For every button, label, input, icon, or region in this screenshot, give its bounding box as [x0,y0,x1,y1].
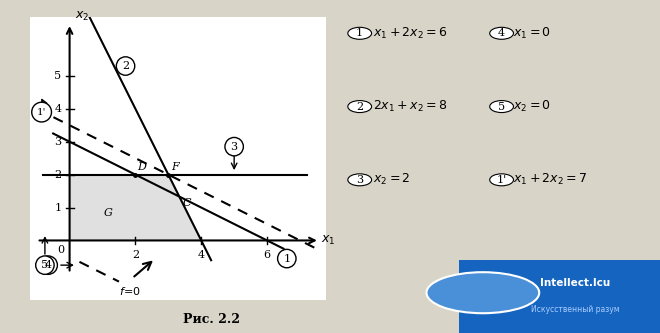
Circle shape [116,57,135,75]
Text: 2: 2 [356,102,363,112]
Text: 1: 1 [283,253,290,263]
Text: $x_2=2$: $x_2=2$ [373,172,411,187]
Text: 6: 6 [263,250,271,260]
Text: 4: 4 [54,104,61,114]
Circle shape [225,138,244,156]
Text: $x_1+2x_2=6$: $x_1+2x_2=6$ [373,26,447,41]
Text: Искусственный разум: Искусственный разум [531,305,620,314]
Text: Intellect.lcu: Intellect.lcu [541,278,610,288]
Text: $f\!=\!0$: $f\!=\!0$ [119,285,142,297]
Text: 3: 3 [54,137,61,147]
Circle shape [278,249,296,268]
Text: $x_1+2x_2=7$: $x_1+2x_2=7$ [513,172,588,187]
Text: 4: 4 [498,28,505,38]
Polygon shape [69,174,201,240]
Text: 5: 5 [498,102,505,112]
Text: 5: 5 [54,71,61,81]
Text: F: F [171,162,179,172]
Text: 4: 4 [45,260,51,270]
Text: 1: 1 [54,202,61,212]
Text: $x_1$: $x_1$ [321,234,336,247]
Text: 0: 0 [57,245,65,255]
Text: $2x_1+x_2=8$: $2x_1+x_2=8$ [373,99,447,114]
Text: 2: 2 [132,250,139,260]
Text: D: D [137,162,146,172]
Circle shape [426,272,539,313]
Circle shape [39,256,57,274]
Text: 2: 2 [54,169,61,179]
Circle shape [32,102,51,122]
Text: 3: 3 [356,175,363,185]
Text: $x_2=0$: $x_2=0$ [513,99,552,114]
Text: 2: 2 [122,61,129,71]
Text: 4: 4 [198,250,205,260]
Text: 5: 5 [42,260,48,270]
Text: C: C [183,198,191,208]
Text: 1: 1 [356,28,363,38]
Text: 3: 3 [230,142,238,152]
Text: $x_1=0$: $x_1=0$ [513,26,552,41]
Text: 1': 1' [496,175,507,185]
Text: Рис. 2.2: Рис. 2.2 [183,313,240,326]
Text: 1': 1' [37,108,46,117]
Circle shape [36,256,54,274]
Text: $x_2$: $x_2$ [75,10,89,23]
Text: G: G [104,207,113,217]
Text: A: A [477,284,489,302]
